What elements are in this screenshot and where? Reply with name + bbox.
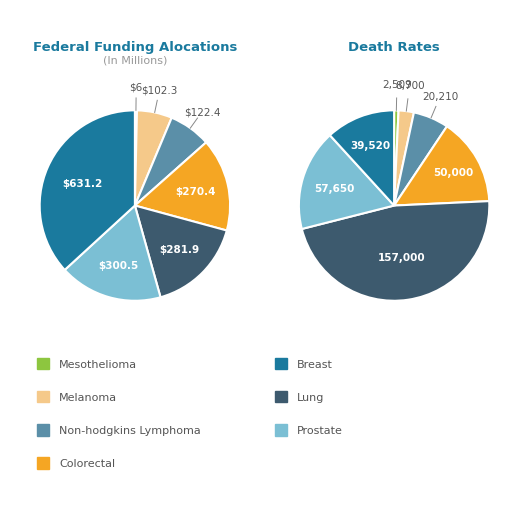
Wedge shape — [40, 111, 135, 270]
Wedge shape — [330, 111, 394, 206]
Text: 8,700: 8,700 — [395, 80, 425, 91]
Text: $6: $6 — [130, 82, 143, 92]
Text: (In Millions): (In Millions) — [103, 55, 167, 65]
Text: 2,509: 2,509 — [382, 79, 412, 90]
Text: Death Rates: Death Rates — [348, 41, 440, 53]
Text: 157,000: 157,000 — [378, 253, 426, 263]
Text: 57,650: 57,650 — [315, 183, 355, 193]
Text: 20,210: 20,210 — [422, 92, 459, 102]
Text: $631.2: $631.2 — [62, 178, 103, 188]
Text: 39,520: 39,520 — [351, 141, 391, 151]
Wedge shape — [299, 136, 394, 230]
Text: Prostate: Prostate — [297, 425, 343, 435]
Wedge shape — [135, 119, 206, 206]
Wedge shape — [302, 202, 489, 301]
Wedge shape — [394, 111, 398, 206]
Wedge shape — [394, 127, 489, 206]
Wedge shape — [135, 143, 230, 231]
Text: $122.4: $122.4 — [184, 107, 221, 117]
Text: Lung: Lung — [297, 392, 325, 402]
Text: $300.5: $300.5 — [98, 261, 138, 270]
Text: Non-hodgkins Lymphoma: Non-hodgkins Lymphoma — [59, 425, 201, 435]
Wedge shape — [135, 111, 137, 206]
Text: 50,000: 50,000 — [434, 167, 474, 178]
Wedge shape — [65, 206, 160, 301]
Wedge shape — [135, 111, 172, 206]
Wedge shape — [394, 111, 414, 206]
Wedge shape — [135, 206, 227, 298]
Text: Melanoma: Melanoma — [59, 392, 117, 402]
Text: $281.9: $281.9 — [159, 245, 199, 254]
Text: Breast: Breast — [297, 359, 333, 369]
Text: $102.3: $102.3 — [141, 85, 178, 95]
Wedge shape — [394, 113, 447, 206]
Text: Federal Funding Alocations: Federal Funding Alocations — [33, 41, 237, 53]
Text: $270.4: $270.4 — [175, 187, 215, 197]
Text: Mesothelioma: Mesothelioma — [59, 359, 138, 369]
Text: Colorectal: Colorectal — [59, 458, 115, 468]
